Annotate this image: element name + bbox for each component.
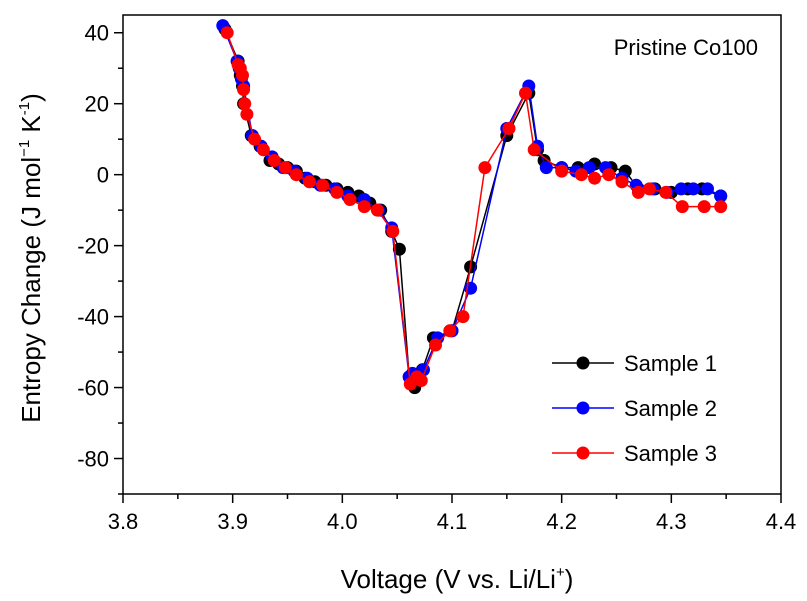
data-point: [575, 168, 588, 181]
x-tick-label: 3.8: [108, 509, 139, 534]
data-point: [503, 122, 516, 135]
plot-frame: [123, 15, 781, 494]
y-tick-label: -80: [77, 447, 109, 472]
data-point: [257, 143, 270, 156]
x-axis-title-end: ): [565, 564, 574, 594]
data-point: [240, 108, 253, 121]
data-point: [279, 161, 292, 174]
x-axis-title-main: Voltage (V vs. Li/Li: [341, 564, 556, 594]
x-tick-label: 4.0: [327, 509, 358, 534]
data-point: [478, 161, 491, 174]
y-tick-label: 20: [85, 92, 109, 117]
y-axis-title-sup2: -1: [16, 102, 33, 115]
data-point: [643, 182, 656, 195]
legend-label: Sample 1: [624, 351, 717, 376]
legend-marker: [577, 402, 590, 415]
y-tick-label: -40: [77, 305, 109, 330]
legend-marker: [577, 447, 590, 460]
y-tick-label: 0: [97, 163, 109, 188]
data-point: [555, 165, 568, 178]
legend-entry: Sample 2: [552, 396, 717, 421]
data-point: [659, 186, 672, 199]
x-tick-label: 4.1: [437, 509, 468, 534]
data-point: [675, 182, 688, 195]
data-point: [701, 182, 714, 195]
x-axis-title: Voltage (V vs. Li/Li+): [341, 564, 574, 594]
legend: Sample 1 Sample 2 Sample 3: [552, 351, 717, 466]
legend-marker: [577, 357, 590, 370]
y-axis-title-c: ): [16, 93, 46, 102]
legend-entry: Sample 1: [552, 351, 717, 376]
series-2: [216, 19, 727, 383]
x-tick-label: 4.2: [546, 509, 577, 534]
data-point: [698, 200, 711, 213]
series-layer: [216, 19, 727, 394]
chart-annotation: Pristine Co100: [614, 35, 758, 60]
data-point: [714, 200, 727, 213]
series-line: [223, 26, 721, 377]
y-tick-label: -60: [77, 376, 109, 401]
data-point: [290, 168, 303, 181]
data-point: [443, 324, 456, 337]
data-point: [268, 154, 281, 167]
data-point: [429, 339, 442, 352]
series-line: [227, 33, 721, 384]
data-point: [588, 172, 601, 185]
data-point: [236, 69, 249, 82]
data-point: [528, 143, 541, 156]
y-axis-title-b: K: [16, 115, 46, 140]
y-tick-label: 40: [85, 21, 109, 46]
y-axis-title-sup1: −1: [16, 140, 33, 157]
data-point: [358, 200, 371, 213]
data-point: [371, 204, 384, 217]
series-1: [219, 23, 728, 394]
x-axis-title-sup: +: [556, 564, 565, 581]
data-point: [616, 175, 629, 188]
data-point: [330, 186, 343, 199]
y-axis-title: Entropy Change (J mol−1 K-1): [16, 93, 46, 423]
data-point: [602, 168, 615, 181]
legend-label: Sample 3: [624, 441, 717, 466]
legend-label: Sample 2: [624, 396, 717, 421]
x-tick-label: 3.9: [217, 509, 248, 534]
series-3: [221, 26, 728, 390]
data-point: [457, 310, 470, 323]
data-point: [386, 225, 399, 238]
data-point: [415, 374, 428, 387]
x-tick-label: 4.4: [766, 509, 797, 534]
data-point: [248, 133, 261, 146]
legend-entry: Sample 3: [552, 441, 717, 466]
data-point: [676, 200, 689, 213]
data-point: [632, 186, 645, 199]
data-point: [687, 182, 700, 195]
data-point: [303, 175, 316, 188]
data-point: [519, 87, 532, 100]
series-line: [225, 29, 721, 387]
y-axis-title-a: Entropy Change (J mol: [16, 157, 46, 423]
data-point: [237, 83, 250, 96]
data-point: [221, 26, 234, 39]
x-tick-label: 4.3: [656, 509, 687, 534]
y-tick-label: -20: [77, 234, 109, 259]
data-point: [344, 193, 357, 206]
data-point: [316, 179, 329, 192]
